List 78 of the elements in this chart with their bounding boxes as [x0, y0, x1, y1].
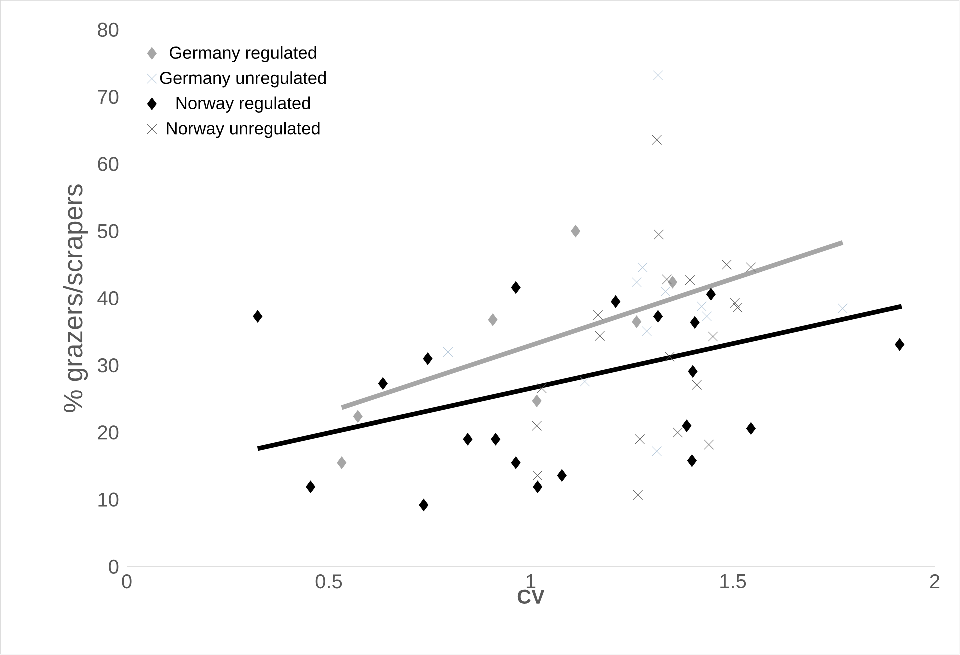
legend-label: Germany unregulated	[160, 72, 326, 88]
point	[511, 281, 521, 294]
legend-label: Norway unregulated	[167, 122, 320, 138]
point	[536, 383, 547, 394]
point	[638, 262, 648, 273]
x-tick-label: 0	[122, 574, 132, 589]
point	[688, 365, 698, 378]
point	[668, 276, 678, 289]
point	[532, 394, 542, 408]
point	[665, 352, 675, 362]
y-tick-label: 70	[98, 90, 119, 104]
point	[511, 456, 521, 470]
y-tick-label: 30	[98, 358, 119, 373]
y-tick-label: 50	[98, 224, 119, 238]
point	[662, 274, 672, 285]
point	[633, 490, 644, 500]
point	[732, 302, 743, 313]
point	[746, 422, 756, 435]
y-tick-label: 10	[98, 492, 119, 507]
point	[702, 312, 712, 322]
point	[696, 302, 707, 312]
point	[353, 410, 363, 423]
x-tick-label: 2	[930, 574, 940, 589]
point	[660, 286, 671, 297]
x-tick-label: 1	[526, 574, 536, 588]
y-tick-label: 20	[98, 426, 119, 440]
point	[533, 480, 543, 494]
y-axis-title: % grazers/scrapers	[63, 184, 88, 412]
point	[593, 310, 604, 320]
point	[642, 326, 652, 336]
point	[704, 440, 714, 450]
point	[611, 296, 621, 308]
point	[488, 314, 498, 326]
point	[463, 433, 473, 446]
x-tick-label: 0.5	[316, 574, 342, 589]
legend-label: Norway regulated	[176, 96, 310, 113]
point	[532, 470, 543, 481]
point	[378, 377, 388, 390]
legend-label: Germany regulated	[170, 46, 316, 62]
point	[632, 316, 642, 328]
point	[730, 298, 740, 308]
point	[690, 316, 700, 329]
point	[306, 480, 316, 494]
y-tick-label: 80	[98, 22, 119, 38]
point	[653, 310, 664, 323]
y-tick-label: 0	[109, 560, 119, 574]
point	[557, 469, 567, 482]
point	[685, 275, 696, 286]
point	[253, 310, 263, 323]
point	[443, 347, 454, 358]
point	[708, 332, 718, 342]
point	[337, 456, 347, 470]
x-axis-title: CV	[518, 590, 545, 604]
point	[652, 135, 662, 146]
point	[682, 420, 692, 432]
y-tick-label: 60	[98, 157, 119, 172]
point	[419, 498, 429, 512]
point	[687, 454, 697, 468]
point	[632, 277, 642, 288]
point	[722, 260, 732, 270]
y-tick-label: 40	[98, 291, 119, 306]
x-tick-label: 1.5	[720, 574, 746, 588]
point	[838, 304, 848, 314]
point	[746, 262, 756, 273]
point	[895, 338, 905, 352]
point	[571, 225, 581, 238]
point	[706, 288, 716, 301]
point	[491, 433, 501, 446]
point	[580, 376, 590, 387]
point	[653, 70, 664, 81]
point	[532, 421, 542, 432]
point	[652, 446, 662, 457]
point	[423, 352, 433, 366]
point	[635, 434, 646, 444]
point	[595, 331, 606, 342]
point	[673, 428, 684, 438]
point	[692, 380, 702, 390]
point	[654, 230, 664, 240]
